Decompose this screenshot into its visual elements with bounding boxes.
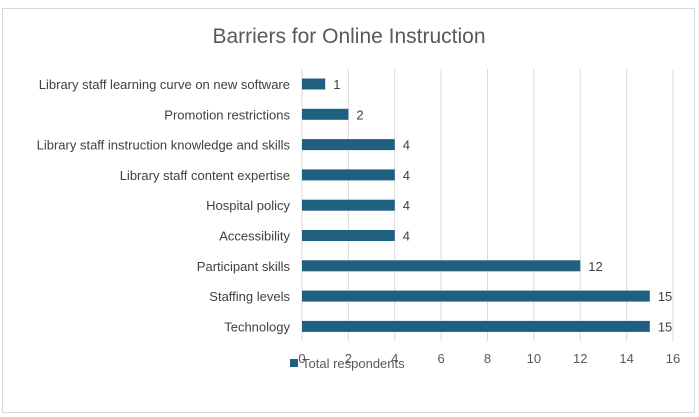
bar: [302, 108, 349, 120]
x-tick-label: 2: [345, 351, 352, 366]
data-label: 4: [403, 138, 410, 153]
category-label: Promotion restrictions: [164, 107, 290, 122]
bar: [302, 199, 395, 211]
x-tick-label: 12: [573, 351, 587, 366]
data-label: 4: [403, 168, 410, 183]
bar: [302, 290, 650, 302]
category-label: Participant skills: [197, 259, 291, 274]
category-label: Hospital policy: [206, 198, 290, 213]
chart-title: Barriers for Online Instruction: [212, 25, 485, 48]
bar: [302, 320, 650, 332]
x-tick-label: 16: [666, 351, 680, 366]
data-label: 12: [588, 259, 602, 274]
x-tick-label: 0: [298, 351, 305, 366]
category-label: Technology: [224, 319, 290, 334]
legend-swatch: [290, 359, 298, 367]
x-axis-ticks: 0 2 4 6 8 10 12 14 16: [298, 351, 680, 366]
data-label: 2: [356, 107, 363, 122]
bar: [302, 260, 581, 272]
legend: Total respondents: [290, 356, 405, 371]
category-label: Library staff content expertise: [120, 168, 290, 183]
bar: [302, 169, 395, 181]
category-label: Library staff learning curve on new soft…: [39, 77, 290, 92]
x-tick-label: 10: [527, 351, 541, 366]
category-label: Accessibility: [219, 229, 290, 244]
x-tick-label: 4: [391, 351, 398, 366]
x-tick-label: 8: [484, 351, 491, 366]
bar: [302, 230, 395, 241]
data-label: 1: [333, 77, 340, 92]
data-label: 15: [658, 319, 672, 334]
legend-label: Total respondents: [302, 356, 405, 371]
data-label: 4: [403, 198, 410, 213]
category-labels: Library staff learning curve on new soft…: [37, 77, 291, 334]
category-label: Library staff instruction knowledge and …: [37, 138, 291, 153]
x-tick-label: 14: [619, 351, 633, 366]
category-label: Staffing levels: [209, 289, 290, 304]
data-label: 4: [403, 229, 410, 244]
bars: [302, 78, 650, 332]
bar: [302, 139, 395, 151]
data-label: 15: [658, 289, 672, 304]
bar: [302, 78, 326, 90]
x-tick-label: 6: [438, 351, 445, 366]
